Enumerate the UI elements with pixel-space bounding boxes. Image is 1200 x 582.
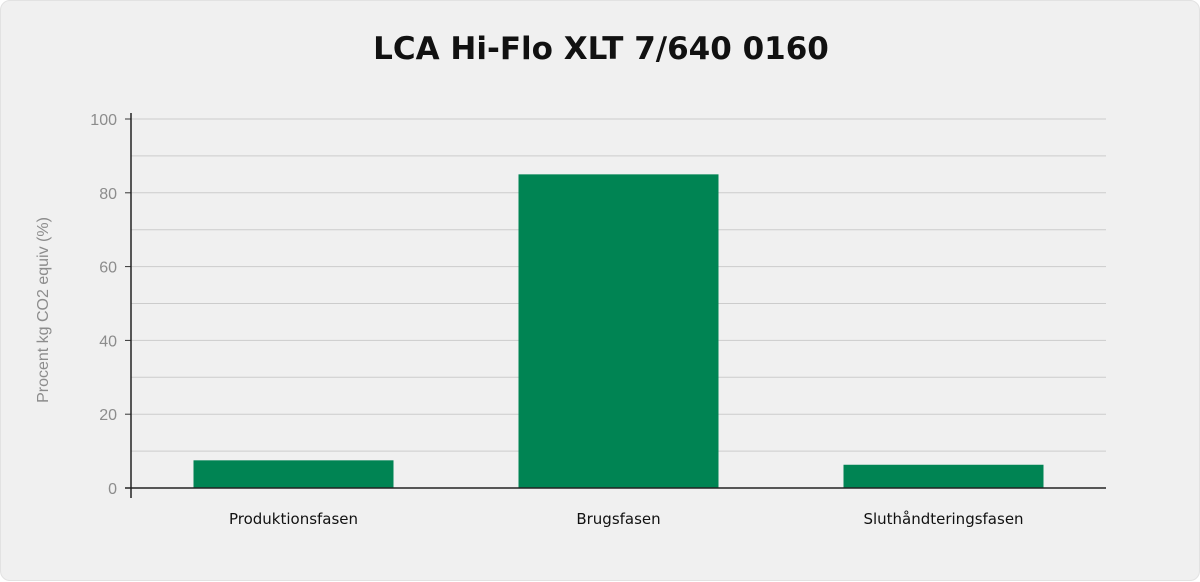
chart-title: LCA Hi-Flo XLT 7/640 0160 bbox=[373, 31, 829, 67]
bar bbox=[193, 460, 394, 488]
x-tick-label: Brugsfasen bbox=[576, 510, 660, 528]
bar bbox=[518, 174, 719, 488]
bar bbox=[843, 464, 1044, 488]
y-tick-label: 80 bbox=[99, 186, 117, 203]
y-tick-label: 40 bbox=[99, 333, 117, 350]
y-tick-label: 0 bbox=[108, 481, 117, 498]
y-tick-label: 100 bbox=[90, 112, 117, 129]
y-tick-label: 60 bbox=[99, 260, 117, 277]
x-tick-label: Sluthåndteringsfasen bbox=[863, 510, 1023, 528]
y-tick-label: 20 bbox=[99, 407, 117, 424]
x-tick-label: Produktionsfasen bbox=[229, 510, 358, 528]
